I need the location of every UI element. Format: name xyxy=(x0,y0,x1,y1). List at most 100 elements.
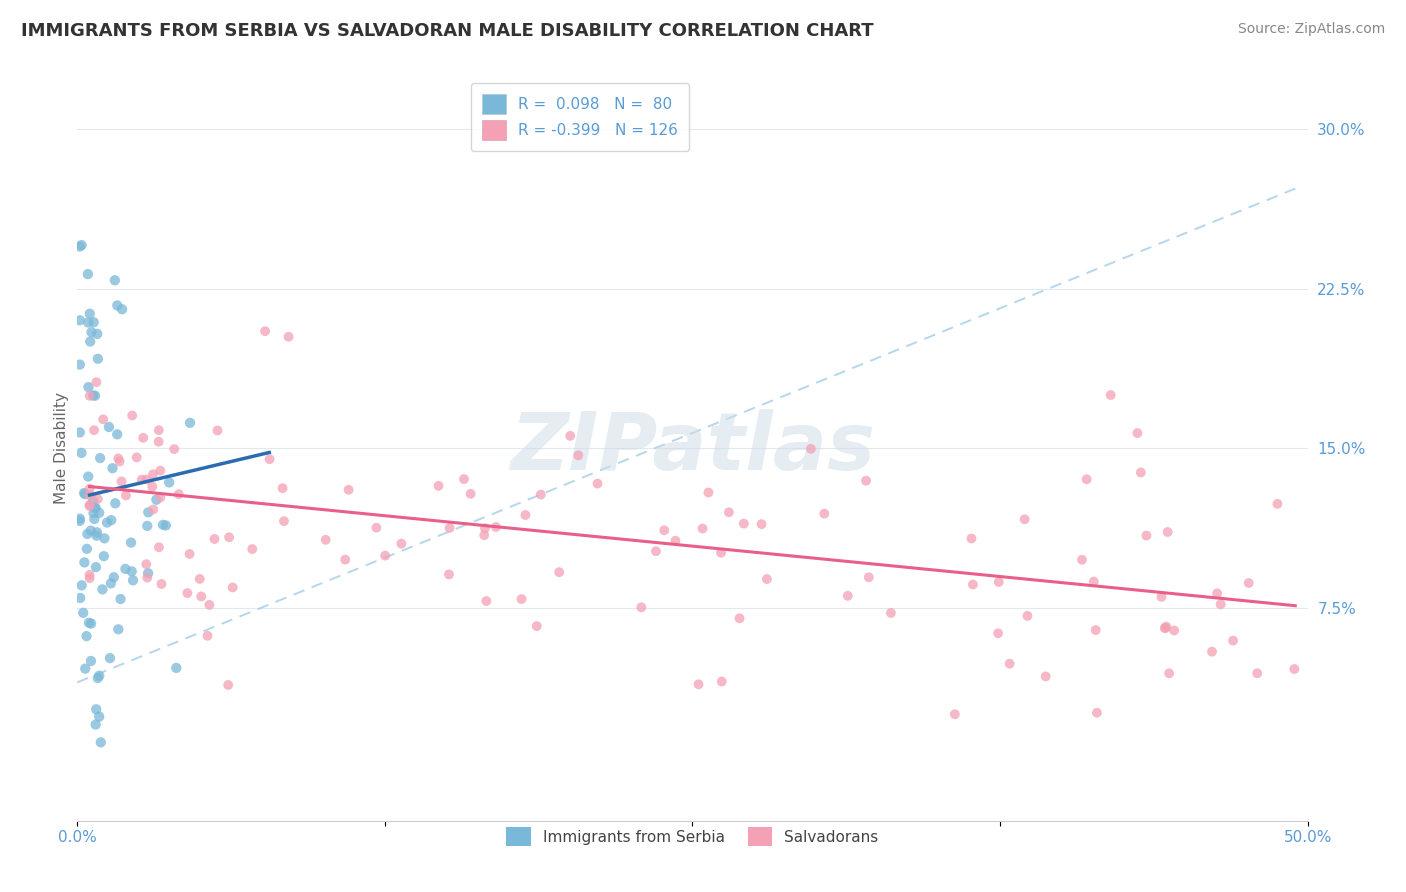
Point xyxy=(79,389,101,403)
Point xyxy=(1267,497,1289,511)
Point xyxy=(1163,624,1185,638)
Point xyxy=(122,574,145,588)
Point xyxy=(335,552,357,566)
Text: IMMIGRANTS FROM SERBIA VS SALVADORAN MALE DISABILITY CORRELATION CHART: IMMIGRANTS FROM SERBIA VS SALVADORAN MAL… xyxy=(21,22,873,40)
Point xyxy=(1153,621,1175,635)
Point xyxy=(1014,512,1036,526)
Point xyxy=(97,420,120,434)
Point xyxy=(84,500,107,515)
Point xyxy=(105,427,128,442)
Point xyxy=(142,467,165,482)
Point xyxy=(755,572,778,586)
Point xyxy=(1126,425,1149,440)
Point xyxy=(998,657,1021,671)
Point xyxy=(472,528,495,542)
Point xyxy=(1206,586,1229,600)
Point xyxy=(120,535,142,549)
Point xyxy=(630,600,652,615)
Point xyxy=(96,516,118,530)
Point xyxy=(80,524,103,538)
Point xyxy=(1156,524,1178,539)
Point xyxy=(79,499,101,513)
Point xyxy=(526,619,548,633)
Point xyxy=(1076,472,1098,486)
Point xyxy=(167,487,190,501)
Point xyxy=(84,702,107,716)
Point xyxy=(89,668,111,682)
Point xyxy=(79,571,101,585)
Point xyxy=(204,532,226,546)
Point xyxy=(89,451,111,466)
Point xyxy=(453,472,475,486)
Point xyxy=(89,506,111,520)
Point xyxy=(83,512,105,526)
Point xyxy=(485,520,508,534)
Point xyxy=(1150,590,1173,604)
Point xyxy=(83,423,105,437)
Point xyxy=(207,424,229,438)
Point xyxy=(1071,553,1094,567)
Point xyxy=(530,487,553,501)
Point xyxy=(76,629,98,643)
Point xyxy=(1085,706,1108,720)
Point xyxy=(77,615,100,630)
Point xyxy=(149,491,172,505)
Point xyxy=(84,500,107,515)
Point xyxy=(560,429,582,443)
Point xyxy=(110,592,132,607)
Point xyxy=(510,592,533,607)
Point xyxy=(70,238,93,252)
Point xyxy=(855,474,877,488)
Point xyxy=(474,521,496,535)
Point xyxy=(567,448,589,462)
Point xyxy=(176,586,198,600)
Point xyxy=(73,487,96,501)
Point xyxy=(652,523,675,537)
Point xyxy=(1154,621,1177,635)
Point xyxy=(188,572,211,586)
Point xyxy=(475,594,498,608)
Point xyxy=(86,525,108,540)
Point xyxy=(115,488,138,502)
Point xyxy=(733,516,755,531)
Point xyxy=(77,267,100,281)
Point xyxy=(121,565,143,579)
Point xyxy=(104,496,127,510)
Y-axis label: Male Disability: Male Disability xyxy=(53,392,69,504)
Point xyxy=(148,423,170,437)
Point xyxy=(70,446,93,460)
Point xyxy=(728,611,751,625)
Point xyxy=(90,735,112,749)
Point xyxy=(664,533,686,548)
Point xyxy=(645,544,668,558)
Point xyxy=(108,454,131,468)
Point xyxy=(148,434,170,449)
Point xyxy=(837,589,859,603)
Point xyxy=(198,598,221,612)
Point xyxy=(751,517,773,532)
Point xyxy=(101,461,124,475)
Point xyxy=(1035,669,1057,683)
Point xyxy=(73,486,96,500)
Point xyxy=(1084,623,1107,637)
Point xyxy=(271,481,294,495)
Point xyxy=(80,325,103,339)
Text: Source: ZipAtlas.com: Source: ZipAtlas.com xyxy=(1237,22,1385,37)
Point xyxy=(1246,666,1268,681)
Point xyxy=(259,452,281,467)
Point xyxy=(110,475,132,489)
Point xyxy=(515,508,537,522)
Point xyxy=(86,326,108,341)
Point xyxy=(1135,528,1157,542)
Point xyxy=(987,626,1010,640)
Point xyxy=(163,442,186,456)
Point xyxy=(69,591,91,605)
Point xyxy=(190,590,212,604)
Point xyxy=(80,654,103,668)
Point xyxy=(76,541,98,556)
Point xyxy=(688,677,710,691)
Point xyxy=(79,334,101,349)
Point xyxy=(1154,620,1177,634)
Point xyxy=(1237,576,1260,591)
Point xyxy=(315,533,337,547)
